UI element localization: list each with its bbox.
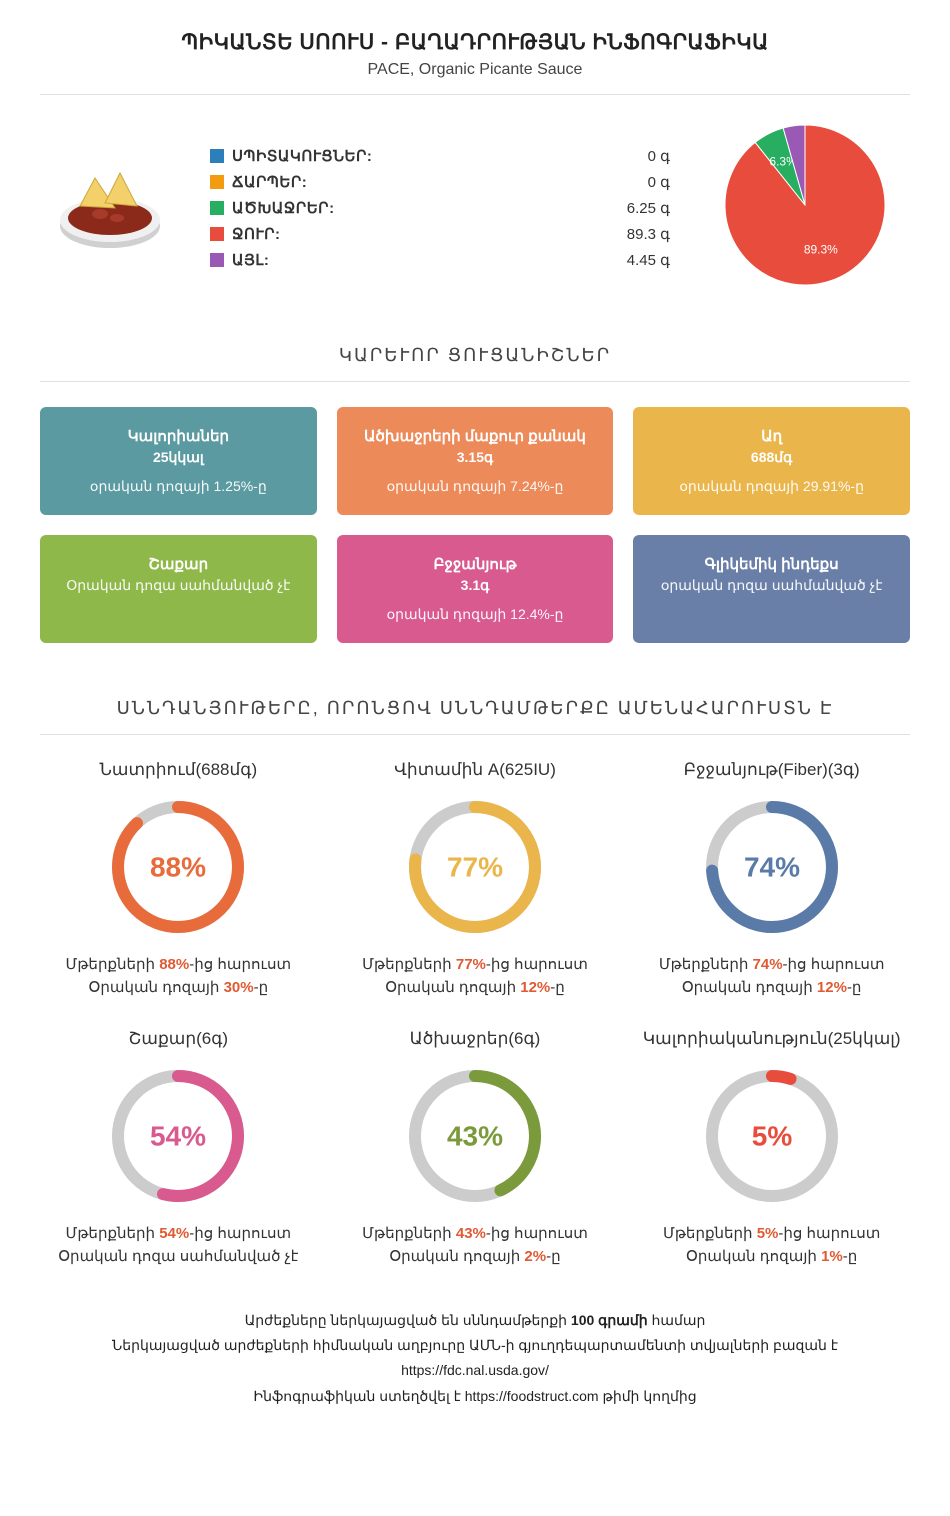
footer-line-3: https://fdc.nal.usda.gov/ bbox=[40, 1358, 910, 1383]
donut-percent: 77% bbox=[447, 852, 503, 883]
donut-item: Նատրիում(688մգ) 88% Մթերքների 88%-ից հար… bbox=[40, 760, 317, 999]
donut-line-2: Օրական դոզա սահմանված չէ bbox=[40, 1246, 317, 1269]
card-title: Կալորիաներ bbox=[55, 427, 302, 445]
donut-title: Վիտամին A(625IU) bbox=[337, 760, 614, 780]
card-title: Շաքար bbox=[55, 555, 302, 573]
donut-item: Ածխաջրեր(6գ) 43% Մթերքների 43%-ից հարուս… bbox=[337, 1029, 614, 1268]
donut-chart: 43% bbox=[400, 1061, 550, 1211]
donut-line-1: Մթերքների 5%-ից հարուստ bbox=[633, 1223, 910, 1246]
donut-item: Բջջանյութ(Fiber)(3գ) 74% Մթերքների 74%-ի… bbox=[633, 760, 910, 999]
donut-item: Վիտամին A(625IU) 77% Մթերքների 77%-ից հա… bbox=[337, 760, 614, 999]
card-value: 25կկալ bbox=[55, 449, 302, 466]
composition-section: ՍՊԻՏԱԿՈՒՑՆԵՐ: 0 գ ՃԱՐՊԵՐ: 0 գ ԱԾԽԱՋՐԵՐ: … bbox=[40, 115, 910, 300]
indicator-card: Ածխաջրերի մաքուր քանակ 3.15գ օրական դոզայի… bbox=[337, 407, 614, 515]
donut-line-2: Օրական դոզայի 12%-ը bbox=[337, 977, 614, 1000]
section-indicators-title: ԿԱՐԵՒՈՐ ՑՈՒՑԱՆԻՇՆԵՐ bbox=[40, 330, 910, 382]
donut-chart: 5% bbox=[697, 1061, 847, 1211]
indicator-card: Գլիկեմիկ ինդեքս օրական դոզա սահմանված չէ bbox=[633, 535, 910, 643]
macro-value: 89.3 գ bbox=[610, 225, 670, 243]
card-subtitle: օրական դոզա սահմանված չէ bbox=[648, 577, 895, 594]
macro-swatch bbox=[210, 175, 224, 189]
page-subtitle: PACE, Organic Picante Sauce bbox=[40, 61, 910, 79]
donut-chart: 88% bbox=[103, 792, 253, 942]
card-title: Գլիկեմիկ ինդեքս bbox=[648, 555, 895, 573]
macro-label: ՍՊԻՏԱԿՈՒՑՆԵՐ: bbox=[232, 147, 610, 165]
section-nutrients-title: ՍՆՆԴԱՆՅՈՒԹԵՐԸ, ՈՐՈՆՑՈՎ ՍՆՆԴԱՄԹԵՐՔԸ ԱՄԵՆԱ… bbox=[40, 683, 910, 735]
indicator-cards: Կալորիաներ 25կկալ օրական դոզայի 1.25%-ը Ածխ… bbox=[40, 407, 910, 643]
footer-line-4: Ինֆոգրաֆիկան ստեղծվել է https://foodstru… bbox=[40, 1384, 910, 1409]
page-title: ՊԻԿԱՆՏԵ ՍՈՈՒՍ - ԲԱՂԱԴՐՈՒԹՅԱՆ ԻՆՖՈԳՐԱՖԻԿԱ bbox=[40, 30, 910, 55]
card-subtitle: օրական դոզայի 1.25%-ը bbox=[55, 478, 302, 495]
macro-swatch bbox=[210, 227, 224, 241]
header: ՊԻԿԱՆՏԵ ՍՈՈՒՍ - ԲԱՂԱԴՐՈՒԹՅԱՆ ԻՆՖՈԳՐԱՖԻԿԱ… bbox=[40, 30, 910, 95]
card-value: 688մգ bbox=[648, 449, 895, 466]
donut-line-1: Մթերքների 74%-ից հարուստ bbox=[633, 954, 910, 977]
donut-title: Ածխաջրեր(6գ) bbox=[337, 1029, 614, 1049]
donut-percent: 88% bbox=[150, 852, 206, 883]
macro-swatch bbox=[210, 201, 224, 215]
donut-title: Նատրիում(688մգ) bbox=[40, 760, 317, 780]
donut-line-2: Օրական դոզայի 2%-ը bbox=[337, 1246, 614, 1269]
donut-percent: 5% bbox=[751, 1121, 792, 1152]
pie-slice-label: 89.3% bbox=[804, 242, 838, 256]
indicator-card: Շաքար Օրական դոզա սահմանված չէ bbox=[40, 535, 317, 643]
macro-row: ԱԾԽԱՋՐԵՐ: 6.25 գ bbox=[210, 195, 670, 221]
indicator-card: Բջջանյութ 3.1գ օրական դոզայի 12.4%-ը bbox=[337, 535, 614, 643]
footer-line-1: Արժեքները ներկայացված են սննդամթերքի 100… bbox=[40, 1308, 910, 1333]
donut-line-1: Մթերքների 77%-ից հարուստ bbox=[337, 954, 614, 977]
donut-item: Շաքար(6գ) 54% Մթերքների 54%-ից հարուստ Օ… bbox=[40, 1029, 317, 1268]
indicator-card: Աղ 688մգ օրական դոզայի 29.91%-ը bbox=[633, 407, 910, 515]
macro-value: 4.45 գ bbox=[610, 251, 670, 269]
macro-label: ՃԱՐՊԵՐ: bbox=[232, 173, 610, 191]
card-subtitle: Օրական դոզա սահմանված չէ bbox=[55, 577, 302, 594]
macro-label: ԱՅԼ: bbox=[232, 251, 610, 269]
donut-percent: 74% bbox=[744, 852, 800, 883]
macro-swatch bbox=[210, 149, 224, 163]
card-subtitle: օրական դոզայի 12.4%-ը bbox=[352, 606, 599, 623]
card-title: Աղ bbox=[648, 427, 895, 445]
card-subtitle: օրական դոզայի 29.91%-ը bbox=[648, 478, 895, 495]
donut-title: Կալորիականություն(25կկալ) bbox=[633, 1029, 910, 1049]
donut-percent: 54% bbox=[150, 1121, 206, 1152]
macro-row: ԱՅԼ: 4.45 գ bbox=[210, 247, 670, 273]
donut-chart: 77% bbox=[400, 792, 550, 942]
macro-row: ՃԱՐՊԵՐ: 0 գ bbox=[210, 169, 670, 195]
composition-pie: 89.3%6.3% bbox=[700, 115, 910, 300]
macro-value: 0 գ bbox=[610, 173, 670, 191]
card-value: 3.15գ bbox=[352, 449, 599, 466]
donut-title: Բջջանյութ(Fiber)(3գ) bbox=[633, 760, 910, 780]
macro-table: ՍՊԻՏԱԿՈՒՑՆԵՐ: 0 գ ՃԱՐՊԵՐ: 0 գ ԱԾԽԱՋՐԵՐ: … bbox=[210, 143, 670, 273]
card-title: Բջջանյութ bbox=[352, 555, 599, 573]
macro-swatch bbox=[210, 253, 224, 267]
macro-row: ՋՈՒՐ: 89.3 գ bbox=[210, 221, 670, 247]
macro-label: ԱԾԽԱՋՐԵՐ: bbox=[232, 199, 610, 217]
donut-line-2: Օրական դոզայի 12%-ը bbox=[633, 977, 910, 1000]
card-title: Ածխաջրերի մաքուր քանակ bbox=[352, 427, 599, 445]
donut-line-2: Օրական դոզայի 30%-ը bbox=[40, 977, 317, 1000]
donut-item: Կալորիականություն(25կկալ) 5% Մթերքների 5… bbox=[633, 1029, 910, 1268]
donut-percent: 43% bbox=[447, 1121, 503, 1152]
donut-chart: 54% bbox=[103, 1061, 253, 1211]
donut-line-1: Մթերքների 88%-ից հարուստ bbox=[40, 954, 317, 977]
donut-line-1: Մթերքների 54%-ից հարուստ bbox=[40, 1223, 317, 1246]
macro-value: 0 գ bbox=[610, 147, 670, 165]
donut-chart: 74% bbox=[697, 792, 847, 942]
indicator-card: Կալորիաներ 25կկալ օրական դոզայի 1.25%-ը bbox=[40, 407, 317, 515]
food-image bbox=[40, 153, 180, 263]
donut-title: Շաքար(6գ) bbox=[40, 1029, 317, 1049]
donut-line-2: Օրական դոզայի 1%-ը bbox=[633, 1246, 910, 1269]
card-value: 3.1գ bbox=[352, 577, 599, 594]
nutrient-donuts: Նատրիում(688մգ) 88% Մթերքների 88%-ից հար… bbox=[40, 760, 910, 1268]
macro-label: ՋՈՒՐ: bbox=[232, 225, 610, 243]
footer: Արժեքները ներկայացված են սննդամթերքի 100… bbox=[40, 1308, 910, 1409]
donut-line-1: Մթերքների 43%-ից հարուստ bbox=[337, 1223, 614, 1246]
macro-value: 6.25 գ bbox=[610, 199, 670, 217]
card-subtitle: օրական դոզայի 7.24%-ը bbox=[352, 478, 599, 495]
footer-line-2: Ներկայացված արժեքների հիմնական աղբյուրը … bbox=[40, 1333, 910, 1358]
macro-row: ՍՊԻՏԱԿՈՒՑՆԵՐ: 0 գ bbox=[210, 143, 670, 169]
